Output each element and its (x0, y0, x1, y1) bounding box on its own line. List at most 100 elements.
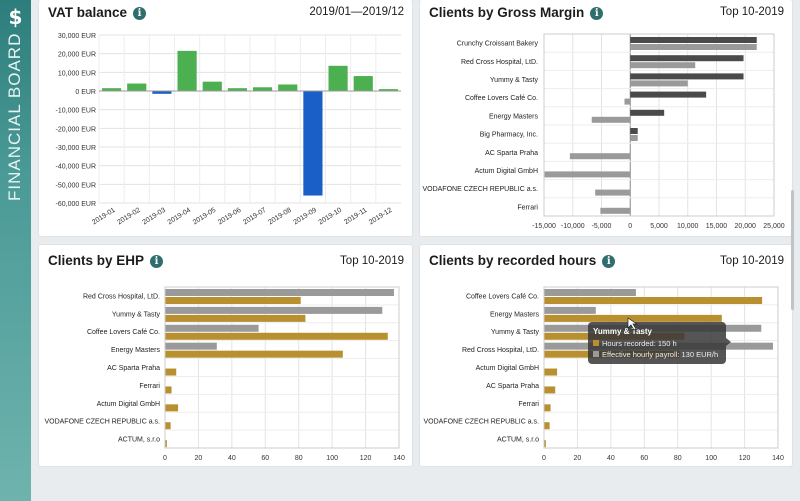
dollar-icon[interactable]: $ (8, 5, 23, 29)
bar (165, 342, 217, 350)
y-tick-label: 20,000 EUR (58, 52, 96, 59)
tooltip-swatch (593, 351, 599, 357)
x-tick-label: 100 (705, 455, 717, 462)
x-tick-label: 2019-10 (318, 207, 344, 227)
x-tick-label: 40 (228, 455, 236, 462)
plot-frame (543, 286, 779, 449)
bar (544, 386, 556, 394)
ehp-panel: Clients by EHP i Top 10-2019 0 20 40 60 80 100… (39, 245, 412, 466)
bar (165, 386, 172, 394)
category-label: VODAFONE CZECH REPUBLIC a.s. (423, 419, 539, 426)
category-label: Actum Digital GmbH (476, 365, 539, 372)
bar (544, 404, 551, 412)
y-tick-label: -60,000 EUR (56, 201, 96, 208)
category-label: Yummy & Tasty (112, 311, 161, 318)
bar (278, 84, 298, 91)
bar (630, 80, 688, 87)
x-tick-label: 20 (195, 455, 203, 462)
bar (569, 153, 631, 160)
bar (177, 50, 197, 91)
category-label: Coffee Lovers Café Co. (87, 329, 160, 336)
y-tick-label: -30,000 EUR (56, 145, 96, 152)
category-label: Big Pharmacy, Inc. (480, 132, 538, 139)
category-label: Coffee Lovers Café Co. (465, 95, 538, 102)
category-label: AC Sparta Praha (485, 150, 538, 157)
bar (624, 98, 631, 105)
bar (630, 37, 757, 43)
bar (165, 306, 383, 314)
x-tick-label: 2019-02 (116, 207, 142, 227)
category-label: Actum Digital GmbH (475, 168, 538, 175)
bar (630, 73, 744, 80)
y-tick-label: -10,000 EUR (56, 108, 96, 115)
x-tick-label: -5,000 (592, 223, 612, 230)
bar (544, 368, 558, 376)
panel-range: Top 10-2019 (340, 255, 404, 267)
bar (600, 207, 631, 214)
x-tick-label: 2019-05 (192, 207, 218, 227)
bar (202, 81, 222, 91)
x-tick-label: 20 (574, 455, 582, 462)
category-label: Actum Digital GmbH (97, 401, 160, 408)
bar (165, 368, 177, 376)
x-tick-label: 2019-09 (292, 207, 318, 227)
x-tick-label: 2019-08 (267, 207, 293, 227)
x-tick-label: -10,000 (561, 223, 585, 230)
category-label: Coffee Lovers Café Co. (466, 293, 539, 300)
bar (595, 189, 631, 196)
y-tick-label: 0 EUR (75, 89, 96, 96)
bar (165, 314, 306, 322)
x-tick-label: 5,000 (650, 223, 668, 230)
y-tick-label: -40,000 EUR (56, 164, 96, 171)
scrollbar[interactable] (791, 190, 794, 310)
category-label: Red Cross Hospital, LtD. (461, 59, 538, 66)
x-tick-label: 10,000 (677, 223, 699, 230)
vat-balance-panel: VAT balance i 2019/01—2019/12 30,000 EUR 2… (39, 0, 412, 236)
bar (102, 88, 122, 91)
x-tick-label: 2019-06 (217, 207, 243, 227)
bar (328, 65, 348, 91)
bar (544, 440, 546, 448)
info-icon[interactable]: i (602, 255, 616, 268)
sidebar: $ FINANCIAL BOARD (0, 0, 31, 501)
bar (544, 422, 550, 430)
category-label: Red Cross Hospital, LtD. (83, 293, 160, 300)
bar (378, 89, 398, 91)
bar (630, 128, 638, 134)
x-tick-label: 120 (739, 455, 751, 462)
x-tick-label: 0 (542, 455, 546, 462)
tooltip-line: Effective hourly payroll: 130 EUR/h (602, 350, 718, 359)
info-icon[interactable]: i (150, 255, 164, 268)
panel-range: 2019/01—2019/12 (309, 6, 404, 18)
bar (630, 55, 744, 62)
panel-title: Clients by recorded hours i (429, 253, 616, 268)
bar (630, 135, 638, 141)
info-icon[interactable]: i (590, 7, 604, 20)
cursor-icon (627, 317, 639, 331)
x-tick-label: 120 (360, 455, 372, 462)
x-tick-label: 140 (393, 455, 405, 462)
bar (127, 83, 147, 91)
ehp-chart: 020406080100120140050100150200250Red Cro… (44, 286, 405, 462)
category-label: AC Sparta Praha (107, 365, 160, 372)
bar (165, 324, 259, 332)
info-icon[interactable]: i (133, 7, 147, 20)
x-tick-label: 15,000 (706, 223, 728, 230)
category-label: Crunchy Croissant Bakery (457, 41, 539, 48)
x-tick-label: 0 (628, 223, 632, 230)
x-tick-label: 0 (163, 455, 167, 462)
category-label: Ferrari (139, 383, 160, 390)
x-tick-label: -15,000 (532, 223, 556, 230)
bar (165, 350, 343, 358)
x-tick-label: 80 (674, 455, 682, 462)
tooltip-line: Hours recorded: 150 h (602, 339, 677, 348)
category-label: Ferrari (517, 204, 538, 211)
category-label: Red Cross Hospital, LtD. (462, 347, 539, 354)
x-tick-label: 25,000 (763, 223, 785, 230)
bar (544, 171, 631, 178)
plot-frame (543, 33, 775, 217)
bar (544, 297, 763, 304)
bar (303, 91, 323, 196)
panel-range: Top 10-2019 (720, 6, 784, 18)
x-tick-label: 2019-01 (91, 207, 117, 227)
